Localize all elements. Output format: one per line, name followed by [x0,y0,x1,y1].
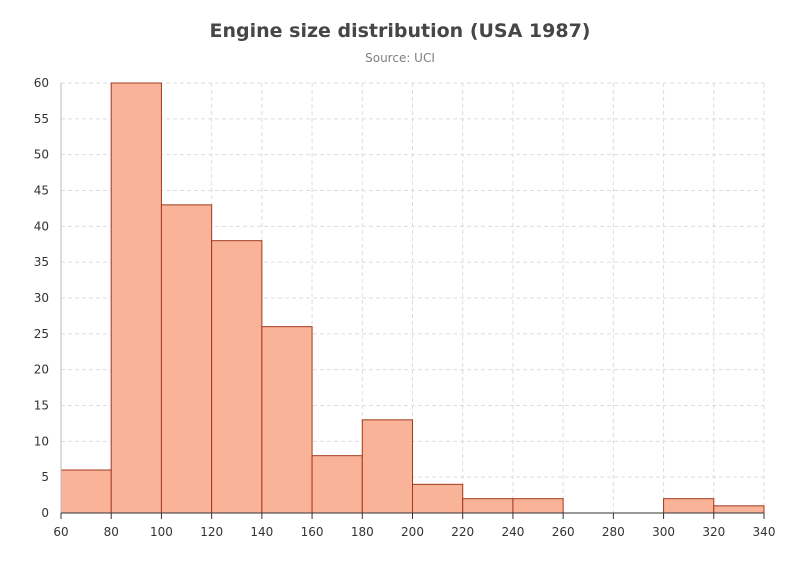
y-tick-label: 25 [34,327,49,341]
y-tick-label: 0 [41,506,49,520]
x-tick-label: 100 [150,525,173,539]
y-tick-label: 15 [34,399,49,413]
y-tick-label: 10 [34,434,49,448]
histogram-bar [160,204,213,514]
y-tick-label: 20 [34,363,49,377]
histogram-bar [361,419,413,514]
x-tick-label: 140 [250,525,273,539]
x-tick-label: 160 [301,525,324,539]
histogram-bar [512,498,564,514]
x-tick-label: 340 [753,525,776,539]
histogram-bar [462,498,514,514]
x-tick-label: 220 [451,525,474,539]
histogram-bar [110,82,162,514]
y-tick-label: 60 [34,76,49,90]
chart-subtitle: Source: UCI [365,51,435,65]
histogram-bar [412,483,464,514]
y-tick-label: 5 [41,470,49,484]
y-tick-label: 55 [34,112,49,126]
histogram-bar [713,505,765,514]
chart-title: Engine size distribution (USA 1987) [209,20,591,42]
y-tick-label: 50 [34,148,49,162]
x-tick-label: 260 [552,525,575,539]
x-tick-label: 320 [702,525,725,539]
y-tick-label: 35 [34,255,49,269]
x-tick-label: 120 [200,525,223,539]
x-tick-label: 300 [652,525,675,539]
x-tick-label: 180 [351,525,374,539]
histogram-bar [211,240,263,514]
x-tick-label: 240 [501,525,524,539]
x-tick-label: 200 [401,525,424,539]
x-tick-label: 60 [53,525,68,539]
histogram-bar [311,455,363,514]
histogram-bar [60,469,112,514]
y-tick-label: 40 [34,219,49,233]
histogram-bar [663,498,715,514]
x-tick-label: 80 [104,525,119,539]
y-tick-label: 45 [34,184,49,198]
x-tick-label: 280 [602,525,625,539]
histogram-bar [261,326,313,514]
y-tick-label: 30 [34,291,49,305]
